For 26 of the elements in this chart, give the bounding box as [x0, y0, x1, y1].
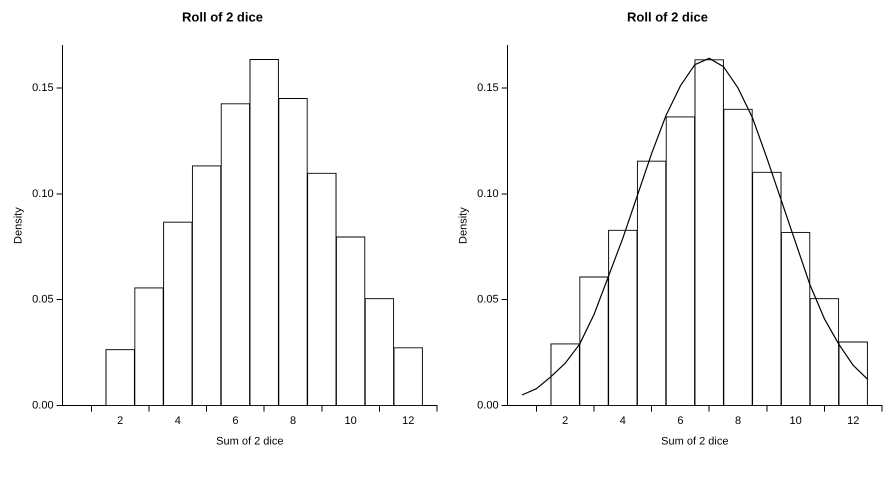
y-axis-title: Density: [12, 206, 25, 244]
y-tick-label: 0.10: [32, 188, 54, 200]
x-tick-label: 2: [562, 415, 568, 428]
x-tick-label: 12: [847, 415, 860, 428]
x-tick-label: 8: [290, 415, 296, 428]
x-tick-label: 4: [620, 415, 626, 428]
y-tick-label: 0.05: [477, 294, 499, 306]
x-tick-label: 12: [402, 415, 414, 428]
x-axis-title: Sum of 2 dice: [216, 435, 284, 448]
y-tick-label: 0.05: [32, 294, 54, 306]
x-tick-label: 10: [344, 415, 357, 428]
y-tick-label: 0.10: [477, 188, 499, 200]
y-tick-label: 0.15: [477, 82, 499, 94]
y-axis-title: Density: [458, 206, 470, 244]
y-tick-label: 0.15: [32, 82, 54, 94]
x-tick-label: 4: [174, 415, 181, 428]
x-tick-label: 6: [677, 415, 684, 428]
x-tick-label: 2: [117, 415, 124, 428]
x-tick-label: 10: [789, 415, 802, 428]
y-tick-label: 0.00: [32, 400, 54, 412]
chart-title: Roll of 2 dice: [182, 9, 263, 24]
x-tick-label: 8: [734, 415, 742, 428]
x-tick-label: 6: [232, 415, 238, 428]
chart-title: Roll of 2 dice: [627, 9, 708, 24]
y-tick-label: 0.00: [477, 400, 499, 412]
x-axis-title: Sum of 2 dice: [661, 435, 728, 448]
